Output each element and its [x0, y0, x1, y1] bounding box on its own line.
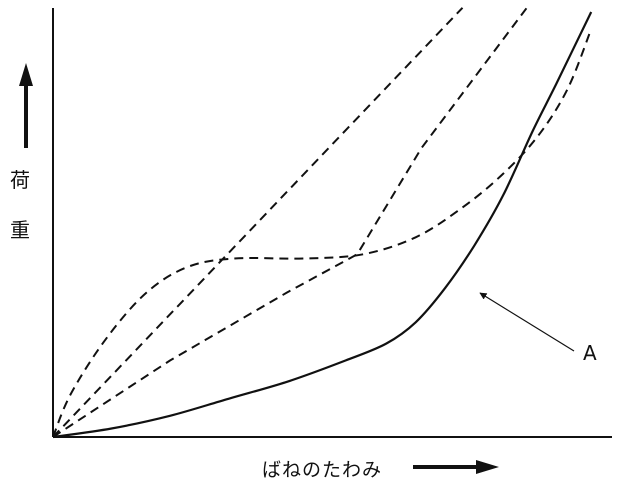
x-direction-arrow-icon — [476, 460, 499, 474]
series-dashed-line-1 — [52, 28, 593, 438]
y-axis-label-char-1: 荷 — [10, 168, 30, 192]
x-axis-label: ばねのたわみ — [262, 459, 383, 481]
y-axis-label-char-2: 重 — [10, 218, 30, 242]
y-direction-arrow-icon — [19, 63, 33, 86]
annotation-leader-line — [479, 292, 575, 352]
series-group — [52, 7, 593, 439]
series-dashed-line-2 — [52, 7, 528, 438]
series-dashed-line-3 — [52, 7, 464, 438]
annotation-label-a: A — [583, 341, 597, 365]
series-a-line — [52, 11, 593, 439]
